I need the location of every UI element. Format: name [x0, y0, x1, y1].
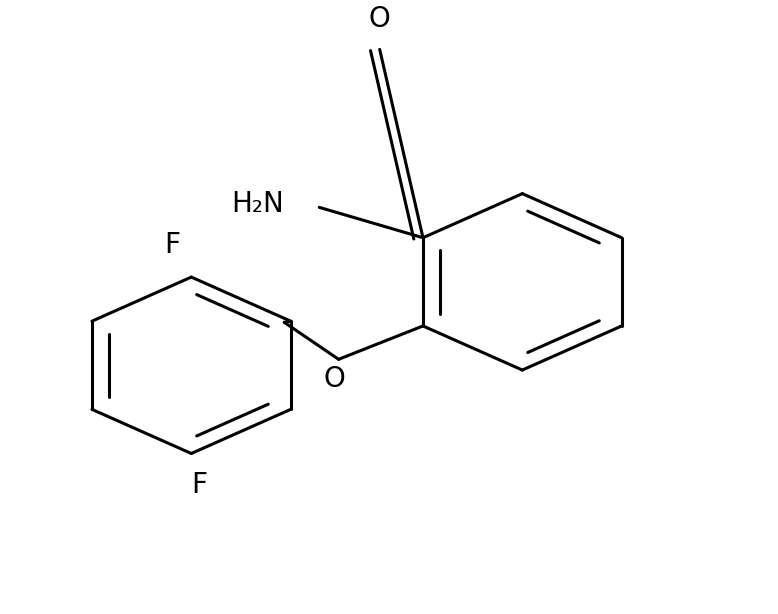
Text: H₂N: H₂N: [232, 190, 284, 219]
Text: F: F: [191, 472, 207, 499]
Text: F: F: [164, 231, 180, 259]
Text: O: O: [324, 365, 345, 394]
Text: O: O: [369, 5, 391, 33]
